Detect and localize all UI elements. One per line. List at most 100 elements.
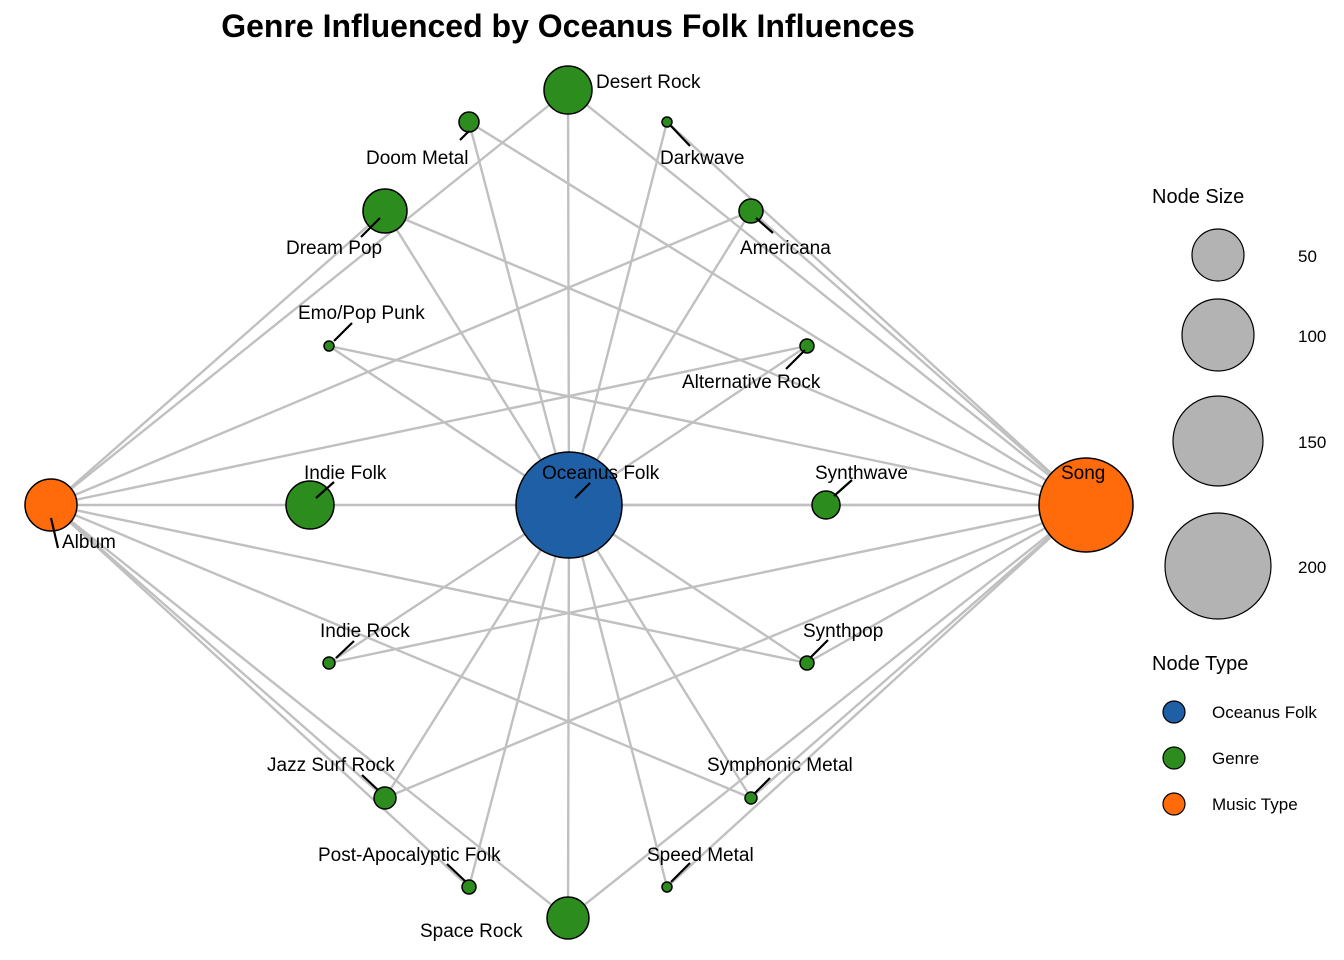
- node-label-darkwave: Darkwave: [660, 148, 744, 169]
- edge-song-symphonic-metal: [750, 504, 1087, 799]
- edge-oceanus-folk-americana: [567, 210, 753, 506]
- node-album[interactable]: [24, 478, 78, 532]
- node-label-dream-pop: Dream Pop: [286, 238, 382, 259]
- node-dream-pop[interactable]: [362, 188, 408, 234]
- edge-song-jazz-surf-rock: [384, 503, 1087, 800]
- node-desert-rock[interactable]: [543, 65, 593, 115]
- node-label-doom-metal: Doom Metal: [366, 148, 468, 169]
- edge-album-americana: [50, 209, 752, 507]
- leader-line-americana: [755, 217, 774, 234]
- edge-song-americana: [750, 210, 1087, 506]
- node-synthwave[interactable]: [811, 490, 841, 520]
- edge-album-space-rock: [50, 504, 569, 919]
- edge-song-desert-rock: [567, 89, 1087, 506]
- node-symphonic-metal[interactable]: [744, 791, 758, 805]
- edge-song-doom-metal: [468, 120, 1087, 507]
- node-americana[interactable]: [738, 198, 764, 224]
- edge-song-space-rock: [567, 504, 1087, 919]
- leader-line-symphonic-metal: [754, 777, 771, 794]
- leader-line-oceanus-folk: [574, 482, 591, 499]
- edge-oceanus-folk-post-apocalyptic-folk: [467, 504, 571, 888]
- node-space-rock[interactable]: [546, 896, 590, 940]
- legend-size-circle-100: [1181, 298, 1255, 372]
- node-speed-metal[interactable]: [661, 881, 673, 893]
- edge-oceanus-folk-dream-pop: [383, 210, 571, 506]
- edge-album-alternative-rock: [50, 344, 808, 507]
- leader-line-speed-metal: [670, 862, 691, 883]
- edge-oceanus-folk-speed-metal: [567, 504, 669, 888]
- legend-size-circle-150: [1172, 395, 1264, 487]
- edge-album-synthpop: [50, 503, 808, 665]
- label-layer: Oceanus Folk Song Album Desert Rock Doom Met…: [49, 72, 1105, 942]
- edge-album-jazz-surf-rock: [50, 504, 386, 799]
- edge-song-synthpop: [806, 503, 1087, 665]
- node-song[interactable]: [1038, 457, 1134, 553]
- leader-line-indie-folk: [315, 481, 335, 499]
- leader-line-doom-metal: [459, 130, 470, 141]
- leader-line-indie-rock: [335, 640, 355, 659]
- node-label-emo-pop-punk: Emo/Pop Punk: [298, 303, 425, 324]
- node-label-indie-rock: Indie Rock: [320, 621, 410, 642]
- legend-size-title: Node Size: [1152, 186, 1244, 208]
- edge-oceanus-folk-symphonic-metal: [567, 504, 753, 799]
- node-label-jazz-surf-rock: Jazz Surf Rock: [267, 755, 395, 776]
- legend-type-title: Node Type: [1152, 653, 1248, 675]
- legend-size-label-150: 150: [1298, 433, 1326, 452]
- leader-line-post-apocalyptic-folk: [446, 863, 466, 882]
- edge-album-dream-pop: [50, 210, 386, 506]
- leader-line-emo-pop-punk: [333, 322, 353, 342]
- legend-size-circle-50: [1191, 228, 1245, 282]
- node-label-alternative-rock: Alternative Rock: [682, 372, 821, 393]
- node-label-synthpop: Synthpop: [803, 621, 883, 642]
- edge-song-speed-metal: [666, 504, 1087, 888]
- node-label-americana: Americana: [740, 238, 831, 259]
- node-emo-pop-punk[interactable]: [323, 340, 335, 352]
- legend-type-label-music-type: Music Type: [1212, 795, 1298, 814]
- edge-oceanus-folk-space-rock: [566, 504, 571, 919]
- node-label-post-apocalyptic-folk: Post-Apocalyptic Folk: [318, 845, 501, 866]
- legend-type-swatch-genre: [1162, 746, 1186, 770]
- leader-line-darkwave: [670, 125, 691, 147]
- leader-line-synthwave: [833, 479, 853, 497]
- node-synthpop[interactable]: [799, 655, 815, 671]
- leader-line-alternative-rock: [785, 349, 806, 370]
- legend-size-label-200: 200: [1298, 558, 1326, 577]
- edge-song-indie-rock: [328, 503, 1087, 665]
- legend-type-swatch-music-type: [1162, 792, 1186, 816]
- node-oceanus-folk[interactable]: [515, 451, 623, 559]
- node-label-symphonic-metal: Symphonic Metal: [707, 755, 853, 776]
- legend-size-label-100: 100: [1298, 327, 1326, 346]
- node-indie-rock[interactable]: [322, 656, 336, 670]
- edge-oceanus-folk-darkwave: [567, 121, 669, 506]
- node-doom-metal[interactable]: [458, 111, 480, 133]
- node-label-album: Album: [62, 532, 116, 553]
- edge-oceanus-folk-jazz-surf-rock: [383, 504, 571, 799]
- legend: Node Size 50 100 150 200 Node Type Oceanus Fol…: [1152, 186, 1326, 816]
- node-label-desert-rock: Desert Rock: [596, 72, 701, 93]
- node-alternative-rock[interactable]: [799, 338, 815, 354]
- node-jazz-surf-rock[interactable]: [373, 786, 397, 810]
- edge-album-symphonic-metal: [50, 503, 752, 800]
- legend-size-circle-200: [1164, 512, 1272, 620]
- edge-song-darkwave: [666, 121, 1087, 506]
- node-label-song: Song: [1061, 463, 1105, 484]
- node-darkwave[interactable]: [661, 116, 673, 128]
- node-label-speed-metal: Speed Metal: [647, 845, 754, 866]
- leader-line-album: [49, 517, 60, 549]
- node-layer: [24, 65, 1134, 940]
- edge-oceanus-folk-desert-rock: [566, 89, 571, 506]
- legend-size-label-50: 50: [1298, 247, 1317, 266]
- edge-song-dream-pop: [384, 209, 1087, 507]
- node-label-space-rock: Space Rock: [420, 921, 523, 942]
- node-post-apocalyptic-folk[interactable]: [461, 879, 477, 895]
- chart-title: Genre Influenced by Oceanus Folk Influen…: [221, 8, 915, 44]
- edge-album-post-apocalyptic-folk: [50, 504, 470, 888]
- legend-type-label-genre: Genre: [1212, 749, 1259, 768]
- edge-album-desert-rock: [50, 89, 569, 506]
- leader-line-synthpop: [809, 639, 829, 659]
- leader-line-dream-pop: [360, 217, 381, 238]
- node-label-oceanus-folk: Oceanus Folk: [542, 463, 660, 484]
- edge-song-emo-pop-punk: [328, 344, 1087, 507]
- legend-type-swatch-oceanus-folk: [1162, 700, 1186, 724]
